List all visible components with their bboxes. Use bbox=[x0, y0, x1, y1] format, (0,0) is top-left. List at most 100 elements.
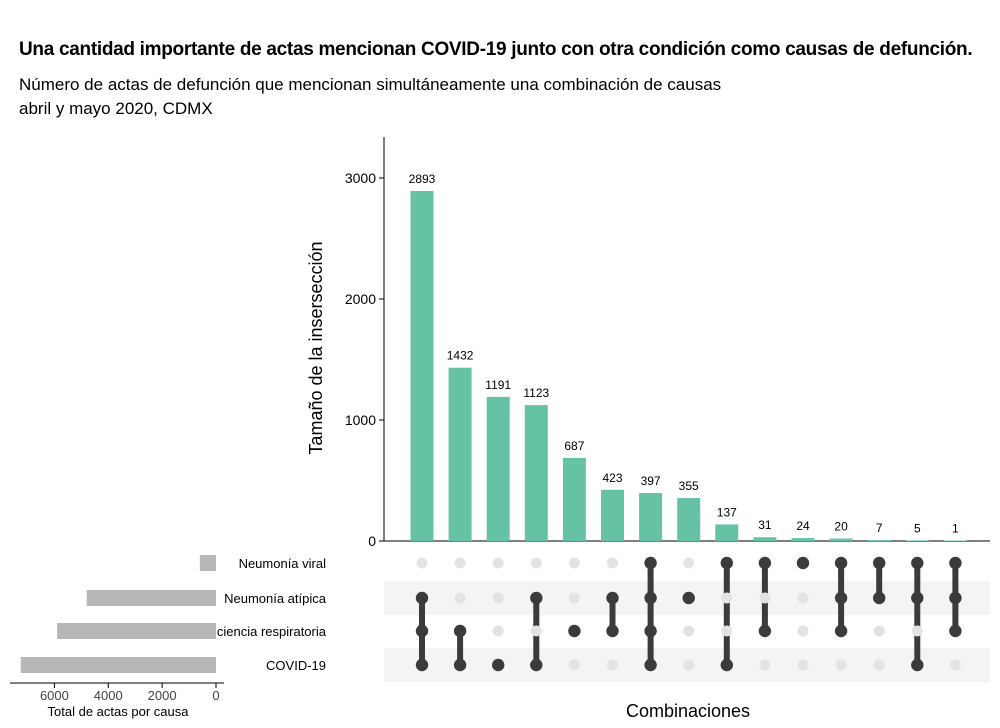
intersection-bar bbox=[524, 405, 548, 541]
combination-dot-active bbox=[720, 556, 733, 570]
intersection-bar bbox=[753, 537, 777, 541]
combination-dot-active bbox=[606, 624, 619, 638]
combination-dot-inactive bbox=[454, 557, 466, 569]
set-label: Neumonía viral bbox=[239, 556, 327, 571]
combination-dot-active bbox=[949, 556, 962, 570]
bar-value-label: 1191 bbox=[485, 378, 511, 392]
set-label: Neumonía atípica bbox=[224, 591, 327, 606]
set-size-tick-label: 4000 bbox=[94, 688, 123, 703]
combination-dot-active bbox=[644, 556, 657, 570]
intersection-bar bbox=[410, 190, 434, 541]
bar-value-label: 397 bbox=[641, 474, 661, 488]
set-size-bars: 6000 4000 2000 0 bbox=[10, 555, 224, 703]
bar-value-label: 355 bbox=[679, 479, 699, 493]
y-tick-label: 1000 bbox=[345, 412, 376, 428]
combination-dot-active bbox=[606, 591, 619, 605]
combination-dot-active bbox=[834, 556, 848, 570]
bar-value-label: 423 bbox=[602, 471, 622, 485]
combination-dot-active bbox=[834, 624, 848, 638]
bar-value-label: 5 bbox=[914, 521, 921, 535]
x-axis-label: Combinaciones bbox=[626, 701, 750, 721]
combination-dot-active bbox=[415, 658, 429, 672]
set-size-bar bbox=[86, 590, 216, 606]
y-tick-label: 0 bbox=[368, 533, 376, 549]
combination-dot-inactive bbox=[607, 659, 618, 671]
combination-dot-inactive bbox=[949, 659, 961, 671]
bar-value-label: 137 bbox=[717, 505, 737, 519]
combination-dot-active bbox=[758, 624, 772, 638]
bar-value-label: 7 bbox=[876, 521, 883, 535]
combination-dot-active bbox=[644, 658, 657, 672]
combination-dot-inactive bbox=[835, 659, 847, 671]
combination-dot-active bbox=[873, 556, 886, 570]
combination-dot-active bbox=[796, 556, 810, 570]
bar-value-label: 687 bbox=[564, 439, 584, 453]
bar-value-label: 1123 bbox=[523, 386, 549, 400]
chart-title: Una cantidad importante de actas mencion… bbox=[19, 39, 973, 60]
combination-dot-active bbox=[415, 624, 429, 638]
combination-dot-inactive bbox=[721, 625, 733, 637]
bar-value-label: 1432 bbox=[447, 349, 474, 363]
combination-dot-inactive bbox=[797, 659, 809, 671]
combination-dot-active bbox=[758, 556, 772, 570]
combination-dot-inactive bbox=[683, 557, 695, 569]
bar-value-label: 20 bbox=[834, 520, 848, 534]
combination-dot-active bbox=[720, 658, 733, 672]
intersection-bar bbox=[486, 396, 510, 541]
combination-dot-inactive bbox=[759, 592, 771, 604]
set-size-tick-label: 6000 bbox=[40, 688, 69, 703]
y-tick-label: 3000 bbox=[345, 170, 376, 186]
combination-dot-inactive bbox=[454, 592, 466, 604]
set-size-tick-label: 0 bbox=[212, 688, 219, 703]
bar-value-label: 24 bbox=[796, 519, 810, 533]
combination-dot-inactive bbox=[607, 557, 618, 569]
combination-dot-active bbox=[834, 591, 848, 605]
y-axis-label: Tamaño de la insersección bbox=[306, 241, 326, 454]
combination-dot-inactive bbox=[797, 592, 809, 604]
intersection-bar bbox=[639, 492, 663, 541]
combination-dot-inactive bbox=[683, 625, 695, 637]
intersection-bar bbox=[562, 457, 586, 541]
combination-matrix: Neumonía viral Neumonía atípica Insuficien… bbox=[186, 556, 962, 673]
combination-dot-inactive bbox=[568, 659, 580, 671]
combination-dot-active bbox=[453, 624, 467, 638]
combination-dot-inactive bbox=[492, 557, 504, 569]
combination-dot-active bbox=[530, 591, 543, 605]
intersection-bar bbox=[715, 524, 739, 541]
combination-dot-active bbox=[911, 556, 924, 570]
combination-dot-active bbox=[453, 658, 467, 672]
intersection-bar bbox=[791, 538, 815, 541]
combination-dot-inactive bbox=[759, 659, 771, 671]
combination-dot-active bbox=[682, 591, 695, 605]
chart-subtitle: Número de actas de defunción que mencion… bbox=[19, 73, 721, 121]
intersection-bar bbox=[905, 540, 929, 541]
combination-dot-inactive bbox=[873, 625, 885, 637]
combination-dot-active bbox=[911, 591, 924, 605]
combination-dot-inactive bbox=[911, 625, 923, 637]
combination-dot-active bbox=[949, 624, 962, 638]
intersection-bars: 2893 1432 1191 1123 687 423 397 355 137 31 24 20 7 5 1 bbox=[409, 172, 967, 541]
combination-dot-active bbox=[873, 591, 886, 605]
set-label: Insuficiencia respiratoria bbox=[186, 624, 327, 639]
set-size-axis-label: Total de actas por causa bbox=[48, 704, 190, 719]
intersection-bar bbox=[867, 540, 891, 541]
intersection-bar bbox=[943, 540, 967, 541]
combination-dot-inactive bbox=[683, 659, 695, 671]
combination-dot-active bbox=[644, 591, 657, 605]
combination-dot-inactive bbox=[797, 625, 809, 637]
combination-dot-inactive bbox=[492, 592, 504, 604]
combination-dot-active bbox=[530, 658, 543, 672]
subtitle-line-2: abril y mayo 2020, CDMX bbox=[19, 99, 213, 118]
intersection-bar bbox=[601, 489, 624, 541]
combination-dot-inactive bbox=[416, 557, 428, 569]
combination-dot-inactive bbox=[530, 625, 542, 637]
set-size-bar bbox=[199, 555, 216, 571]
bar-value-label: 1 bbox=[952, 522, 959, 536]
combination-dot-active bbox=[644, 624, 657, 638]
combination-dot-active bbox=[911, 658, 924, 672]
bar-value-label: 31 bbox=[758, 518, 772, 532]
set-size-tick-label: 2000 bbox=[148, 688, 177, 703]
combination-dot-inactive bbox=[530, 557, 542, 569]
combination-dot-inactive bbox=[721, 592, 733, 604]
set-size-bar bbox=[57, 623, 216, 639]
